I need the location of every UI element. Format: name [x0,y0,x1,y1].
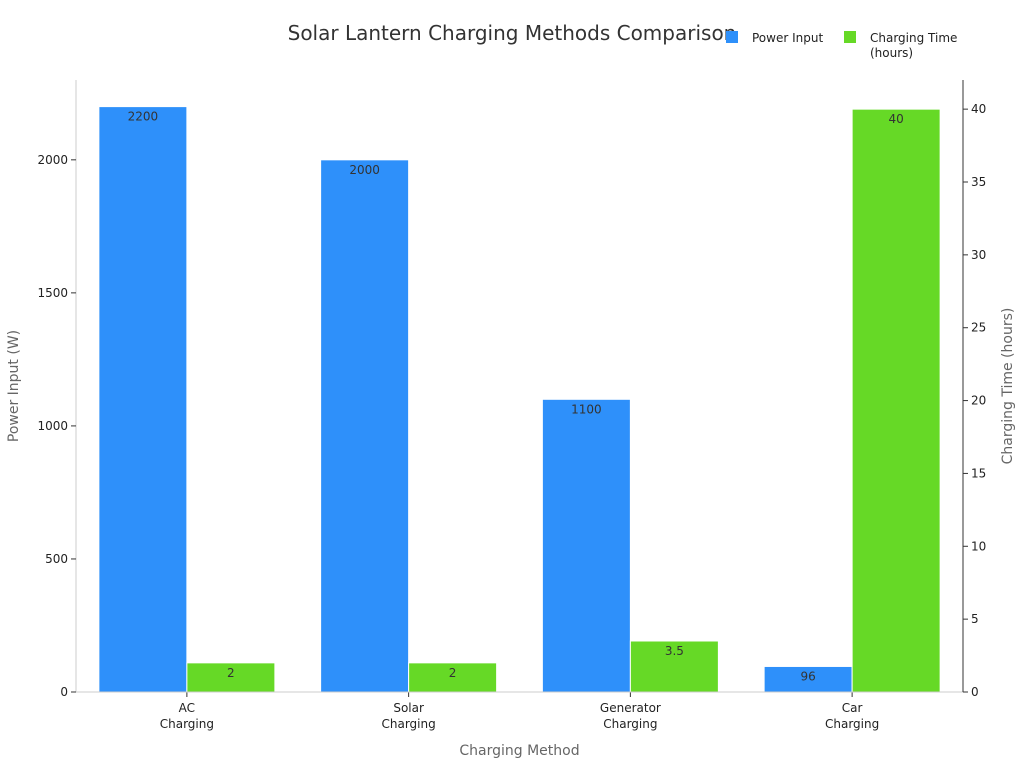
y-right-tick-label: 0 [971,685,979,699]
y-right-tick-label: 5 [971,612,979,626]
x-tick-label: Charging [825,717,879,731]
y-left-tick-label: 500 [45,552,68,566]
y-right-tick-label: 25 [971,321,986,335]
chart-title: Solar Lantern Charging Methods Compariso… [288,21,737,45]
y-left-tick-label: 2000 [37,153,68,167]
data-label-power-input-2: 1100 [571,402,602,416]
y-right-tick-label: 15 [971,466,986,480]
y-right-tick-label: 30 [971,248,986,262]
y-right-tick-label: 10 [971,539,986,553]
bars-layer [98,106,941,693]
legend-label-charging-time: Charging Time [870,31,957,45]
y-right-tick-label: 20 [971,394,986,408]
legend-swatch-charging-time [844,31,856,43]
y-right-tick-label: 35 [971,175,986,189]
bar-charging-time-1 [408,662,498,693]
legend: Power Input Charging Time(hours) [726,31,957,60]
y-left-tick-label: 1500 [37,286,68,300]
x-tick-label: Charging [382,717,436,731]
data-label-power-input-1: 2000 [349,163,380,177]
bar-power-input-2 [541,398,631,693]
y-axis-left-label: Power Input (W) [6,330,22,442]
data-label-charging-time-1: 2 [449,666,457,680]
legend-label-power-input: Power Input [752,31,823,45]
y-left-tick-label: 1000 [37,419,68,433]
axes-layer: AC Charging Solar Charging Generator Charging… [6,80,1016,759]
bar-power-input-1 [320,159,410,693]
data-label-power-input-0: 2200 [128,110,159,124]
legend-label-charging-time: (hours) [870,46,913,60]
x-axis-label: Charging Method [459,743,579,759]
data-label-charging-time-3: 40 [888,112,903,126]
bar-charging-time-2 [629,640,719,693]
bar-charging-time-3 [851,108,941,693]
data-label-power-input-3: 96 [800,669,815,683]
bar-charging-time-0 [186,662,276,693]
data-label-charging-time-0: 2 [227,666,235,680]
x-tick-label: Solar [393,701,424,715]
y-right-tick-label: 40 [971,102,986,116]
legend-swatch-power-input [726,31,738,43]
x-tick-label: Car [842,701,863,715]
x-tick-label: Charging [603,717,657,731]
bar-labels-layer: 2200 2 2000 2 1100 3.5 96 40 [128,110,904,684]
y-axis-right-label: Charging Time (hours) [1000,308,1016,465]
y-left-tick-label: 0 [60,685,68,699]
data-label-charging-time-2: 3.5 [665,644,684,658]
x-tick-label: Charging [160,717,214,731]
x-tick-label: AC [179,701,195,715]
x-tick-label: Generator [600,701,661,715]
bar-power-input-0 [98,106,188,693]
